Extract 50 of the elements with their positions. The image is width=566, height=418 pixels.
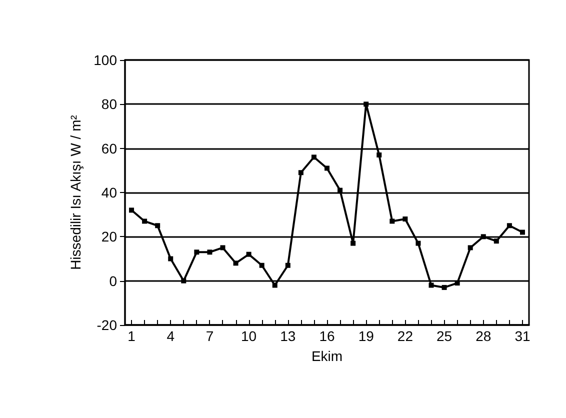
point (272, 282, 278, 288)
point (390, 218, 395, 224)
x-tick-label: 4 (166, 328, 175, 344)
point (285, 262, 290, 268)
x-tick-label: 19 (358, 328, 374, 344)
point (338, 188, 343, 193)
y-axis-title: Hissedilir Isı Akışı W / m² (68, 114, 84, 270)
point (168, 256, 174, 262)
x-tick-label: 1 (128, 328, 136, 344)
point (324, 166, 330, 171)
point (494, 238, 499, 244)
x-tick-label: 10 (241, 328, 257, 344)
x-tick-label: 28 (476, 328, 492, 344)
point (416, 240, 421, 246)
point (520, 230, 525, 235)
x-axis-title: Ekim (311, 348, 343, 364)
y-tick-label: 60 (101, 140, 118, 156)
point (468, 245, 473, 250)
point (311, 154, 316, 160)
point (207, 250, 212, 255)
x-tick-label: 16 (319, 328, 335, 344)
point (129, 208, 134, 213)
point (428, 282, 434, 288)
y-tick-label: 80 (101, 96, 118, 112)
y-tick-label: -20 (96, 317, 118, 333)
point (181, 278, 186, 284)
y-tick-label: 100 (94, 52, 118, 68)
point (233, 260, 238, 266)
x-tick-label: 13 (280, 328, 296, 344)
point (376, 152, 382, 158)
x-tick-label: 22 (397, 328, 414, 344)
x-tick-label: 7 (206, 328, 214, 344)
point (259, 262, 264, 268)
y-tick-label: 20 (101, 228, 118, 245)
point (194, 250, 200, 255)
point (246, 252, 252, 257)
point (402, 216, 408, 222)
point (506, 223, 512, 228)
x-tick-label: 31 (514, 328, 530, 344)
point (155, 223, 160, 228)
point (364, 102, 369, 107)
y-tick-label: 0 (109, 272, 118, 289)
point (142, 218, 148, 224)
point (298, 170, 304, 176)
point (480, 234, 486, 240)
point (220, 245, 226, 250)
x-tick-label: 25 (436, 328, 452, 344)
y-tick-label: 40 (101, 184, 118, 200)
point (350, 240, 356, 246)
point (442, 284, 447, 290)
